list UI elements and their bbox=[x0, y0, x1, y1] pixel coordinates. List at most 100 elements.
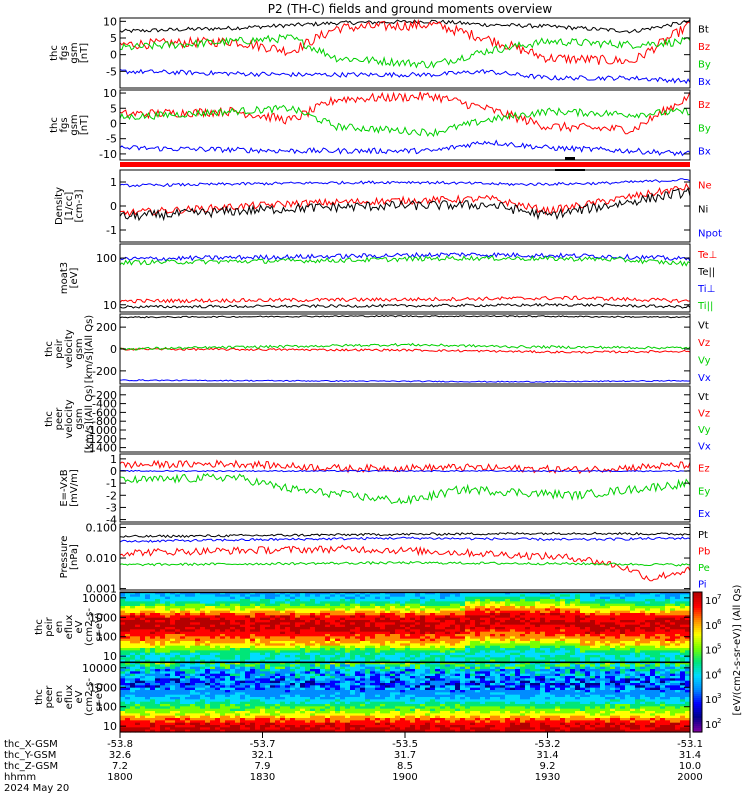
legend-p8-Pb: Pb bbox=[698, 546, 710, 557]
quality-bar bbox=[120, 162, 690, 167]
ytick-label-p4: 100 bbox=[96, 252, 117, 265]
ylabel-p10: sr-eV) bbox=[94, 682, 105, 711]
legend-p5-Vy: Vy bbox=[698, 356, 711, 367]
ytick-label-p6: -1200 bbox=[85, 433, 117, 446]
xaxis-date: 2024 May 20 bbox=[4, 783, 69, 794]
series-p7-Ey bbox=[119, 473, 691, 506]
xaxis-tick-label: 31.4 bbox=[679, 750, 701, 761]
legend-p5-Vz: Vz bbox=[698, 338, 710, 349]
legend-p1-Bz: Bz bbox=[698, 42, 710, 53]
ylabel-p7: [mV/m] bbox=[69, 469, 80, 507]
series-p1-Bx bbox=[119, 68, 691, 85]
ylabel-p10: peer bbox=[44, 685, 55, 709]
ytick-label-p9: 10000 bbox=[82, 592, 117, 605]
spectrogram-p9 bbox=[120, 591, 691, 663]
series-p4-Ti⊥ bbox=[119, 251, 691, 262]
xaxis-tick-label: 1930 bbox=[535, 772, 560, 783]
ytick-label-p2: 0 bbox=[110, 117, 117, 130]
colorbar-tick-exponent: 2 bbox=[717, 717, 721, 725]
xaxis-row-label: thc_X-GSM bbox=[4, 739, 58, 750]
legend-p3-Ne: Ne bbox=[698, 180, 712, 191]
frame-p2 bbox=[119, 89, 691, 161]
ylabel-p4: [eV] bbox=[69, 268, 80, 289]
ytick-label-p9: 10 bbox=[103, 650, 117, 663]
legend-p4-Te⊥: Te⊥ bbox=[697, 250, 717, 261]
xaxis-tick-label: 31.4 bbox=[536, 750, 558, 761]
ylabel-p9: peir bbox=[44, 616, 55, 636]
xaxis-row-label: thc_Y-GSM bbox=[4, 750, 56, 761]
legend-p1-By: By bbox=[698, 60, 711, 71]
xaxis-tick-label: 32.6 bbox=[109, 750, 131, 761]
panel-p3: 1 0 -1 Density [1/cc] [cm-3] Ne Ni Npot bbox=[54, 169, 722, 243]
series-p8-Pi bbox=[119, 536, 691, 543]
ytick-label-p6: -600 bbox=[92, 406, 117, 419]
ylabel-p1: [nT] bbox=[79, 43, 90, 63]
ylabel-p9: thc bbox=[34, 619, 45, 635]
xaxis-tick-label: 8.5 bbox=[397, 761, 413, 772]
ylabel-p2: gsm bbox=[69, 114, 80, 135]
colorbar-tick-exponent: 5 bbox=[717, 643, 721, 651]
series-p4-Te|| bbox=[119, 303, 691, 309]
legend-p7-Ey: Ey bbox=[698, 486, 710, 497]
legend-p6-Vz: Vz bbox=[698, 408, 710, 419]
ylabel-p4: moat3 bbox=[59, 262, 70, 294]
ylabel-p6: peer bbox=[54, 407, 65, 431]
ytick-label-p3: 1 bbox=[110, 176, 117, 189]
ylabel-p5: gsm bbox=[74, 338, 85, 359]
ytick-label-p1: 5 bbox=[110, 32, 117, 45]
colorbar-tick-exponent: 4 bbox=[717, 667, 722, 675]
legend-p2-Bz: Bz bbox=[698, 100, 710, 111]
ytick-label-p10: 1000 bbox=[89, 681, 117, 694]
panel-p1: 10 5 0 -5 thc fgs gsm [nT] Bt Bz By Bx bbox=[49, 15, 711, 89]
ylabel-p9: en bbox=[54, 621, 65, 634]
legend-p2-Bx: Bx bbox=[698, 147, 711, 158]
ytick-label-p10: 10 bbox=[103, 720, 117, 733]
ytick-label-p6: -200 bbox=[92, 389, 117, 402]
series-p8-Pt bbox=[119, 531, 691, 539]
ylabel-p6: gsm bbox=[74, 408, 85, 429]
series-p5-Vy bbox=[119, 342, 691, 351]
ylabel-p9: sr-eV) bbox=[94, 612, 105, 641]
series-p4-Te⊥ bbox=[119, 295, 691, 304]
ylabel-p9: eflux bbox=[64, 615, 75, 640]
colorbar-tick-exponent: 6 bbox=[717, 618, 722, 626]
colorbar-tick-label: 10 bbox=[705, 646, 718, 657]
series-p2-By bbox=[119, 104, 691, 138]
spectrogram-p10 bbox=[120, 661, 691, 733]
colorbar-tick-label: 10 bbox=[705, 720, 718, 731]
ylabel-p10: en bbox=[54, 691, 65, 704]
colorbar-tick-exponent: 7 bbox=[717, 593, 721, 601]
xaxis-tick-label: -53.8 bbox=[107, 739, 133, 750]
ytick-label-p3: 0 bbox=[110, 200, 117, 213]
ylabel-p1: fgs bbox=[59, 45, 70, 60]
ytick-label-p7: 0 bbox=[110, 465, 117, 478]
legend-p2-By: By bbox=[698, 123, 711, 134]
frame-p7 bbox=[119, 453, 691, 523]
ylabel-p2: [nT] bbox=[79, 115, 90, 135]
xaxis-tick-label: -53.1 bbox=[677, 739, 703, 750]
x-axis-annotation: thc_X-GSM -53.8 -53.7 -53.5 -53.2 -53.1 thc_Y-… bbox=[4, 732, 703, 794]
frame-p8 bbox=[119, 523, 691, 591]
series-p3-Npot bbox=[119, 178, 691, 188]
legend-p7-Ez: Ez bbox=[698, 464, 710, 475]
series-p5-Vx bbox=[119, 379, 691, 383]
ytick-label-p10: 100 bbox=[96, 701, 117, 714]
ylabel-p6: [km/s](All Qs) bbox=[84, 385, 95, 453]
series-p8-Pb bbox=[119, 544, 691, 582]
frame-p1 bbox=[119, 17, 691, 89]
series-p8-Pe bbox=[119, 560, 691, 567]
ylabel-p2: fgs bbox=[59, 117, 70, 132]
ytick-label-p5: 200 bbox=[96, 321, 117, 334]
ytick-label-p4: 10 bbox=[103, 299, 117, 312]
ytick-label-p7: -1 bbox=[106, 477, 117, 490]
legend-p6-Vy: Vy bbox=[698, 425, 711, 436]
ytick-label-p3: -1 bbox=[106, 224, 117, 237]
ylabel-p3: [cm-3] bbox=[74, 189, 85, 222]
ytick-label-p8: 0.001 bbox=[86, 583, 118, 596]
xaxis-tick-label: 1800 bbox=[107, 772, 132, 783]
ylabel-p8: Pressure bbox=[59, 536, 70, 579]
ylabel-p2: thc bbox=[49, 117, 60, 133]
xaxis-tick-label: 31.7 bbox=[394, 750, 416, 761]
legend-p3-Ni: Ni bbox=[698, 204, 708, 215]
legend-p5-Vt: Vt bbox=[698, 321, 709, 332]
